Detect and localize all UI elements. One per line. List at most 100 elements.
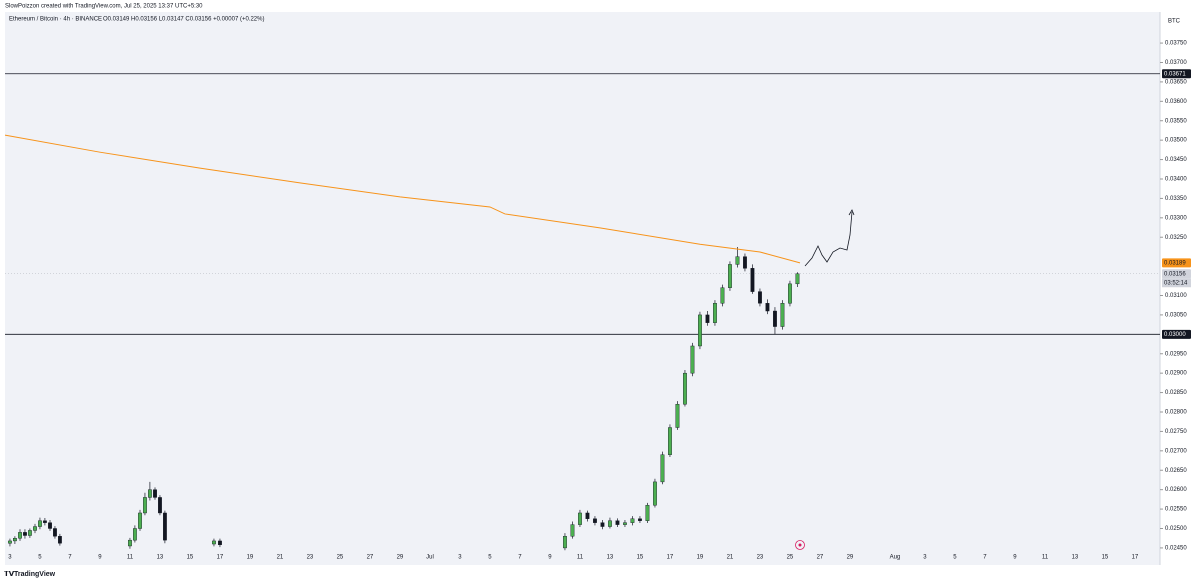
candle-body <box>138 512 142 529</box>
x-tick-label: 5 <box>953 555 957 561</box>
x-tick-label: 19 <box>247 555 254 561</box>
y-tick-label: 0.03300 <box>1165 215 1187 221</box>
candle-body <box>18 532 22 539</box>
y-tick-label: 0.02650 <box>1165 468 1187 474</box>
candle-body <box>128 539 132 547</box>
x-tick-label: 29 <box>397 555 404 561</box>
candle-body <box>578 512 582 525</box>
candle-body <box>153 489 157 498</box>
candle-body <box>28 530 32 536</box>
credit: SlowPoizzon created with TradingView.com… <box>5 4 203 10</box>
projection-arrow <box>848 209 855 216</box>
candle-body <box>593 518 597 523</box>
candle-body <box>660 454 665 483</box>
x-tick-label: 17 <box>1132 555 1139 561</box>
y-tick-label: 0.03100 <box>1165 293 1187 299</box>
candle-body <box>218 540 222 546</box>
candle-body <box>623 522 627 525</box>
y-tick-label: 0.03050 <box>1165 312 1187 318</box>
x-tick-label: 3 <box>923 555 927 561</box>
y-tick-label: 0.03650 <box>1165 79 1187 85</box>
x-tick-label: 23 <box>307 555 314 561</box>
candle-body <box>788 283 792 304</box>
candle-body <box>713 303 717 323</box>
countdown-bg <box>1162 278 1191 288</box>
level-label-bg <box>1162 329 1191 339</box>
candle-body <box>132 528 137 541</box>
y-tick-label: 0.03700 <box>1165 60 1187 66</box>
y-tick-label: 0.02900 <box>1165 371 1187 377</box>
y-tick-label: 0.03350 <box>1165 196 1187 202</box>
candle-body <box>653 481 657 506</box>
last-price-label: 0.03156 <box>1164 271 1186 277</box>
candle-body <box>38 520 42 527</box>
x-tick-label: 7 <box>983 555 987 561</box>
candle-body <box>720 287 725 304</box>
x-tick-label: 27 <box>817 555 824 561</box>
candle-body <box>705 314 710 323</box>
candle-body <box>758 291 762 304</box>
ma-label: 0.03189 <box>1164 260 1186 266</box>
x-tick-label: 19 <box>697 555 704 561</box>
x-tick-label: 13 <box>607 555 614 561</box>
candle-body <box>563 536 567 549</box>
candle-body <box>8 540 12 544</box>
candle-body <box>33 526 37 531</box>
y-tick-label: 0.02450 <box>1165 545 1187 551</box>
candle-body <box>600 522 605 527</box>
candle-body <box>728 264 732 288</box>
x-tick-label: 13 <box>157 555 164 561</box>
x-tick-label: 13 <box>1072 555 1079 561</box>
x-tick-label: 11 <box>127 555 134 561</box>
candle-body <box>158 497 162 514</box>
candle-body <box>638 518 642 521</box>
y-tick-label: 0.03750 <box>1165 41 1187 47</box>
x-tick-label: 15 <box>1102 555 1109 561</box>
y-tick-label: 0.03500 <box>1165 138 1187 144</box>
x-tick-label: 25 <box>787 555 794 561</box>
x-tick-label: 21 <box>277 555 284 561</box>
x-tick-label: 21 <box>727 555 734 561</box>
y-tick-label: 0.03250 <box>1165 235 1187 241</box>
candle-body <box>690 345 695 374</box>
candle-body <box>585 512 590 519</box>
x-tick-label: 17 <box>217 555 224 561</box>
candle-body <box>58 536 62 544</box>
candle-body <box>143 497 147 514</box>
candle-body <box>773 310 777 327</box>
x-tick-label: 11 <box>577 555 584 561</box>
y-tick-label: 0.02800 <box>1165 410 1187 416</box>
x-tick-label: 15 <box>187 555 194 561</box>
candle-body <box>750 268 755 292</box>
countdown: 03:52:14 <box>1164 280 1188 286</box>
x-tick-label: 7 <box>68 555 72 561</box>
candle-body <box>53 528 57 537</box>
x-tick-label: 9 <box>548 555 552 561</box>
level-label: 0.03671 <box>1164 71 1186 77</box>
chart-title: Ethereum / Bitcoin · 4h · BINANCE <box>9 17 102 23</box>
x-tick-label: 5 <box>488 555 492 561</box>
candle-body <box>43 520 47 523</box>
x-tick-label: 27 <box>367 555 374 561</box>
y-tick-label: 0.02600 <box>1165 487 1187 493</box>
y-tick-label: 0.03400 <box>1165 177 1187 183</box>
y-tick-label: 0.02700 <box>1165 448 1187 454</box>
candle-body <box>23 532 27 536</box>
y-tick-label: 0.02850 <box>1165 390 1187 396</box>
candle-body <box>795 273 800 285</box>
candle-body <box>645 504 650 521</box>
candle-body <box>147 489 152 498</box>
x-tick-label: 15 <box>637 555 644 561</box>
candle-body <box>683 372 687 405</box>
ohlc-text: O0.03149 H0.03156 L0.03147 C0.03156 +0.0… <box>103 17 264 23</box>
candle-body <box>675 404 680 428</box>
y-tick-label: 0.02500 <box>1165 526 1187 532</box>
event-icon <box>795 540 805 550</box>
y-tick-label: 0.03450 <box>1165 157 1187 163</box>
x-tick-label: 3 <box>458 555 462 561</box>
x-tick-label: 11 <box>1042 555 1049 561</box>
event-icon-dot <box>798 543 802 547</box>
candle-body <box>615 520 620 525</box>
candle-body <box>668 427 672 455</box>
y-tick-label: 0.03600 <box>1165 99 1187 105</box>
